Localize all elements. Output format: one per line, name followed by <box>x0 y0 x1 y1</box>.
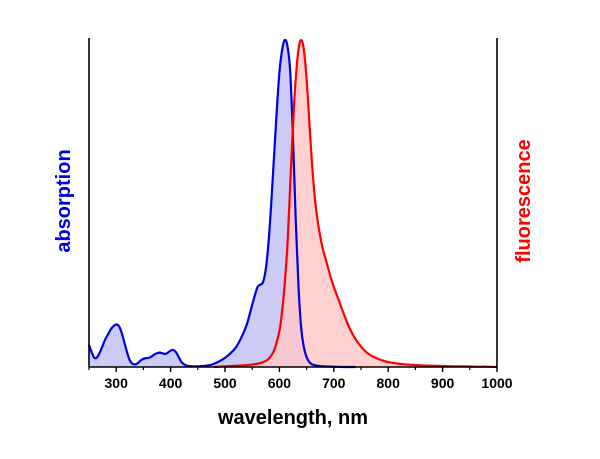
x-tick-label: 400 <box>159 375 183 391</box>
fluorescence-line <box>214 38 498 369</box>
right-axis-title: fluorescence <box>513 139 535 262</box>
x-axis-title: wavelength, nm <box>217 407 368 429</box>
x-tick-label: 800 <box>377 375 401 391</box>
x-tick-label: 900 <box>431 375 455 391</box>
tick-layer: 300 400 500 600 700 800 900 1000 <box>88 367 513 391</box>
x-tick-label: 700 <box>322 375 346 391</box>
x-tick-label: 300 <box>105 375 129 391</box>
area-layer <box>89 39 497 368</box>
left-axis-title: absorption <box>53 149 75 252</box>
x-tick-label: 1000 <box>481 375 512 391</box>
x-tick-label: 500 <box>213 375 237 391</box>
axis-layer <box>88 38 498 368</box>
x-tick-label: 600 <box>268 375 292 391</box>
